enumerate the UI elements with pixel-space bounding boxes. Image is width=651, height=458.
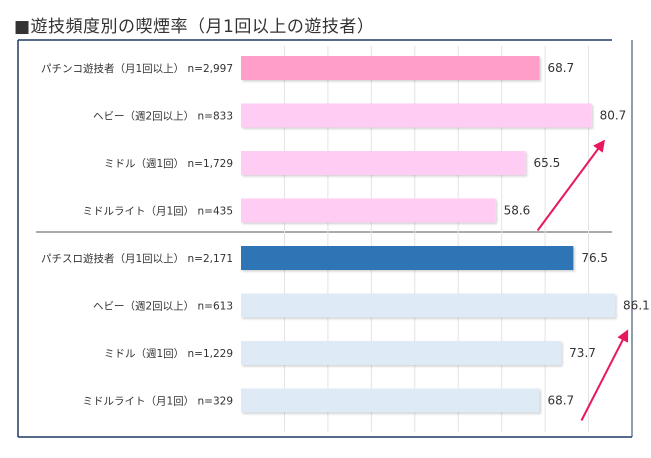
bar xyxy=(241,151,526,175)
bar xyxy=(241,388,540,413)
chart-frame xyxy=(17,39,633,438)
bar xyxy=(241,103,592,128)
value-label: 76.5 xyxy=(581,251,608,265)
bars xyxy=(241,56,616,413)
value-label: 86.1 xyxy=(623,299,650,313)
category-label: ミドルライト（月1回） n=329 xyxy=(82,396,233,408)
value-label: 58.6 xyxy=(504,204,531,218)
bar xyxy=(241,341,562,365)
category-label: ミドル（週1回） n=1,729 xyxy=(104,158,233,170)
category-label: ヘビー（週2回以上） n=833 xyxy=(93,111,233,123)
bar xyxy=(241,293,616,318)
bar xyxy=(241,198,496,223)
category-label: ミドルライト（月1回） n=435 xyxy=(82,206,233,218)
trend-arrows xyxy=(536,139,629,421)
chart-title: ■遊技頻度別の喫煙率（月1回以上の遊技者） xyxy=(14,17,375,37)
bar xyxy=(241,56,540,80)
category-label: ミドル（週1回） n=1,229 xyxy=(104,348,233,360)
value-label: 80.7 xyxy=(600,109,627,123)
labels: パチンコ遊技者（月1回以上） n=2,997 68.7 ヘビー（週2回以上） n=8… xyxy=(41,61,650,408)
trend-arrow xyxy=(536,139,606,232)
value-label: 68.7 xyxy=(547,394,574,408)
value-label: 73.7 xyxy=(569,346,596,360)
category-label: ヘビー（週2回以上） n=613 xyxy=(93,301,233,313)
bar xyxy=(241,246,574,270)
category-label: パチンコ遊技者（月1回以上） n=2,997 xyxy=(41,62,233,75)
value-label: 68.7 xyxy=(547,61,574,75)
value-label: 65.5 xyxy=(534,156,561,170)
trend-arrow xyxy=(580,329,629,421)
category-label: パチスロ遊技者（月1回以上） n=2,171 xyxy=(41,252,233,265)
